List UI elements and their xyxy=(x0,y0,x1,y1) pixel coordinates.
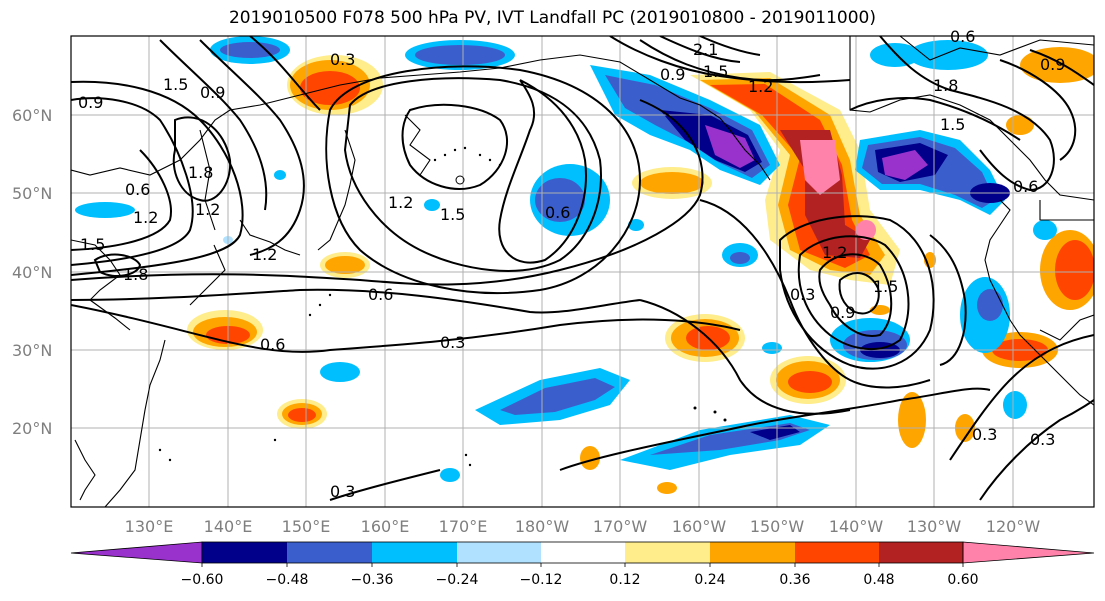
contour-label: 2.1 xyxy=(693,40,718,59)
lon-label: 160°W xyxy=(672,517,727,536)
contour-label: 0.3 xyxy=(790,285,815,304)
colorbar-tick: 0.12 xyxy=(609,572,640,588)
colorbar-tick: −0.60 xyxy=(181,572,224,588)
lon-label: 120°W xyxy=(986,517,1041,536)
colorbar-swatch xyxy=(710,542,795,563)
lon-label: 160°E xyxy=(361,517,410,536)
contour-label: 1.5 xyxy=(873,277,898,296)
contour-label: 1.2 xyxy=(133,208,158,227)
colorbar-tick: 0.24 xyxy=(694,572,725,588)
contour-label: 0.3 xyxy=(972,425,997,444)
lon-label: 140°E xyxy=(204,517,253,536)
map-title: 2019010500 F078 500 hPa PV, IVT Landfall… xyxy=(228,8,876,28)
colorbar-swatch xyxy=(202,542,287,563)
colorbar-swatch xyxy=(625,542,710,563)
lon-label: 170°E xyxy=(439,517,488,536)
latitude-labels: 60°N 50°N 40°N 30°N 20°N xyxy=(12,106,52,438)
colorbar-tick: −0.12 xyxy=(520,572,563,588)
contour-label: 1.2 xyxy=(388,193,413,212)
contour-label: 0.6 xyxy=(260,335,285,354)
colorbar-swatch xyxy=(457,542,541,563)
colorbar-tick: 0.48 xyxy=(863,572,894,588)
lat-label: 40°N xyxy=(12,263,52,282)
colorbar-tick: −0.48 xyxy=(266,572,309,588)
islands xyxy=(158,146,727,467)
contour-label: 1.2 xyxy=(195,200,220,219)
lat-label: 60°N xyxy=(12,106,52,125)
contour-label: 0.6 xyxy=(1013,177,1038,196)
colorbar: −0.60 −0.48 −0.36 −0.24 −0.12 0.12 0.24 … xyxy=(70,541,1095,588)
contour-label: 1.2 xyxy=(822,243,847,262)
contour-label: 1.5 xyxy=(703,62,728,81)
contour-label: 0.9 xyxy=(660,65,685,84)
contour-label: 1.2 xyxy=(748,77,773,96)
contour-label: 0.3 xyxy=(1030,430,1055,449)
contour-label: 0.6 xyxy=(368,285,393,304)
contour-label: 1.5 xyxy=(163,75,188,94)
contour-label: 1.5 xyxy=(940,115,965,134)
longitude-labels: 130°E 140°E 150°E 160°E 170°E 180°W 170°… xyxy=(125,517,1041,536)
contour-label: 0.3 xyxy=(440,333,465,352)
lon-label: 150°E xyxy=(282,517,331,536)
contour-label: 0.9 xyxy=(78,93,103,112)
contour-label: 0.3 xyxy=(330,482,355,501)
contour-label: 0.9 xyxy=(1040,55,1065,74)
lon-label: 140°W xyxy=(829,517,884,536)
colorbar-swatch xyxy=(541,542,625,563)
lat-label: 20°N xyxy=(12,419,52,438)
contour-label: 1.5 xyxy=(80,235,105,254)
lat-label: 30°N xyxy=(12,341,52,360)
lon-label: 130°W xyxy=(907,517,962,536)
colorbar-swatch xyxy=(879,542,963,563)
colorbar-swatch xyxy=(287,542,372,563)
contour-label: 1.5 xyxy=(440,205,465,224)
colorbar-swatch xyxy=(795,542,879,563)
colorbar-tick: −0.24 xyxy=(436,572,479,588)
map-frame xyxy=(70,35,1095,508)
lon-label: 180°W xyxy=(515,517,570,536)
coastlines xyxy=(71,36,1094,507)
colorbar-tick: −0.36 xyxy=(351,572,394,588)
colorbar-extend-low xyxy=(70,541,203,564)
contour-label: 0.9 xyxy=(200,83,225,102)
contour-label: 0.6 xyxy=(545,203,570,222)
contour-labels: 0.3 0.6 0.6 0.3 0.3 1.2 1.5 1.2 1.8 0.9 … xyxy=(78,27,1065,501)
gridlines xyxy=(71,36,1094,507)
contour-label: 1.8 xyxy=(933,76,958,95)
contour-label: 1.8 xyxy=(123,265,148,284)
ivt-contours xyxy=(71,36,1094,501)
lon-label: 150°W xyxy=(750,517,805,536)
lon-label: 170°W xyxy=(593,517,648,536)
lat-label: 50°N xyxy=(12,184,52,203)
contour-label: 1.8 xyxy=(188,163,213,182)
contour-label: 0.9 xyxy=(830,303,855,322)
colorbar-tick: 0.36 xyxy=(779,572,810,588)
colorbar-extend-high xyxy=(962,541,1095,564)
colorbar-tick: 0.60 xyxy=(947,572,978,588)
lon-label: 130°E xyxy=(125,517,174,536)
contour-label: 1.2 xyxy=(252,245,277,264)
contour-label: 0.3 xyxy=(330,50,355,69)
contour-label: 0.6 xyxy=(125,180,150,199)
colorbar-swatch xyxy=(372,542,457,563)
